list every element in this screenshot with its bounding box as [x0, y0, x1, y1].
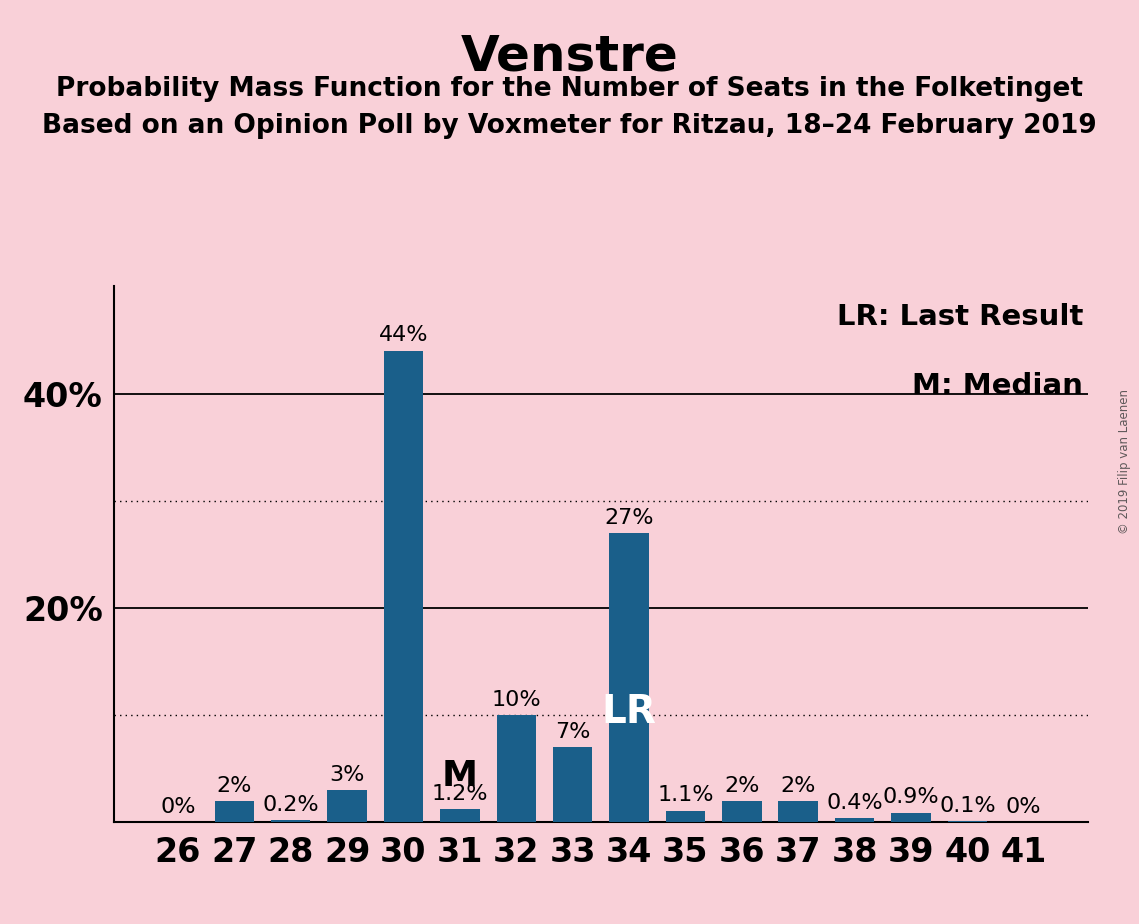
Text: M: M: [442, 760, 478, 794]
Bar: [552, 748, 592, 822]
Text: LR: LR: [601, 693, 656, 732]
Bar: [214, 801, 254, 822]
Text: 0%: 0%: [1006, 797, 1041, 817]
Text: 2%: 2%: [780, 775, 816, 796]
Bar: [665, 810, 705, 822]
Bar: [722, 801, 762, 822]
Text: 0.2%: 0.2%: [262, 795, 319, 815]
Text: 3%: 3%: [329, 765, 364, 784]
Text: LR: Last Result: LR: Last Result: [836, 302, 1083, 331]
Text: 0.4%: 0.4%: [826, 793, 883, 813]
Text: 0%: 0%: [161, 797, 196, 817]
Text: 1.1%: 1.1%: [657, 785, 714, 805]
Text: 10%: 10%: [491, 690, 541, 710]
Text: 44%: 44%: [378, 325, 428, 346]
Text: M: Median: M: Median: [912, 372, 1083, 400]
Text: Venstre: Venstre: [460, 32, 679, 80]
Bar: [609, 533, 649, 822]
Text: Based on an Opinion Poll by Voxmeter for Ritzau, 18–24 February 2019: Based on an Opinion Poll by Voxmeter for…: [42, 113, 1097, 139]
Bar: [778, 801, 818, 822]
Text: © 2019 Filip van Laenen: © 2019 Filip van Laenen: [1118, 390, 1131, 534]
Text: Probability Mass Function for the Number of Seats in the Folketinget: Probability Mass Function for the Number…: [56, 76, 1083, 102]
Bar: [440, 809, 480, 822]
Bar: [891, 813, 931, 822]
Text: 27%: 27%: [605, 507, 654, 528]
Text: 2%: 2%: [724, 775, 760, 796]
Text: 2%: 2%: [216, 775, 252, 796]
Text: 7%: 7%: [555, 722, 590, 742]
Bar: [497, 715, 536, 822]
Bar: [948, 821, 988, 822]
Bar: [327, 790, 367, 822]
Bar: [384, 351, 424, 822]
Text: 0.9%: 0.9%: [883, 787, 940, 808]
Text: 0.1%: 0.1%: [939, 796, 995, 816]
Text: 1.2%: 1.2%: [432, 784, 489, 804]
Bar: [271, 821, 311, 822]
Bar: [835, 818, 875, 822]
